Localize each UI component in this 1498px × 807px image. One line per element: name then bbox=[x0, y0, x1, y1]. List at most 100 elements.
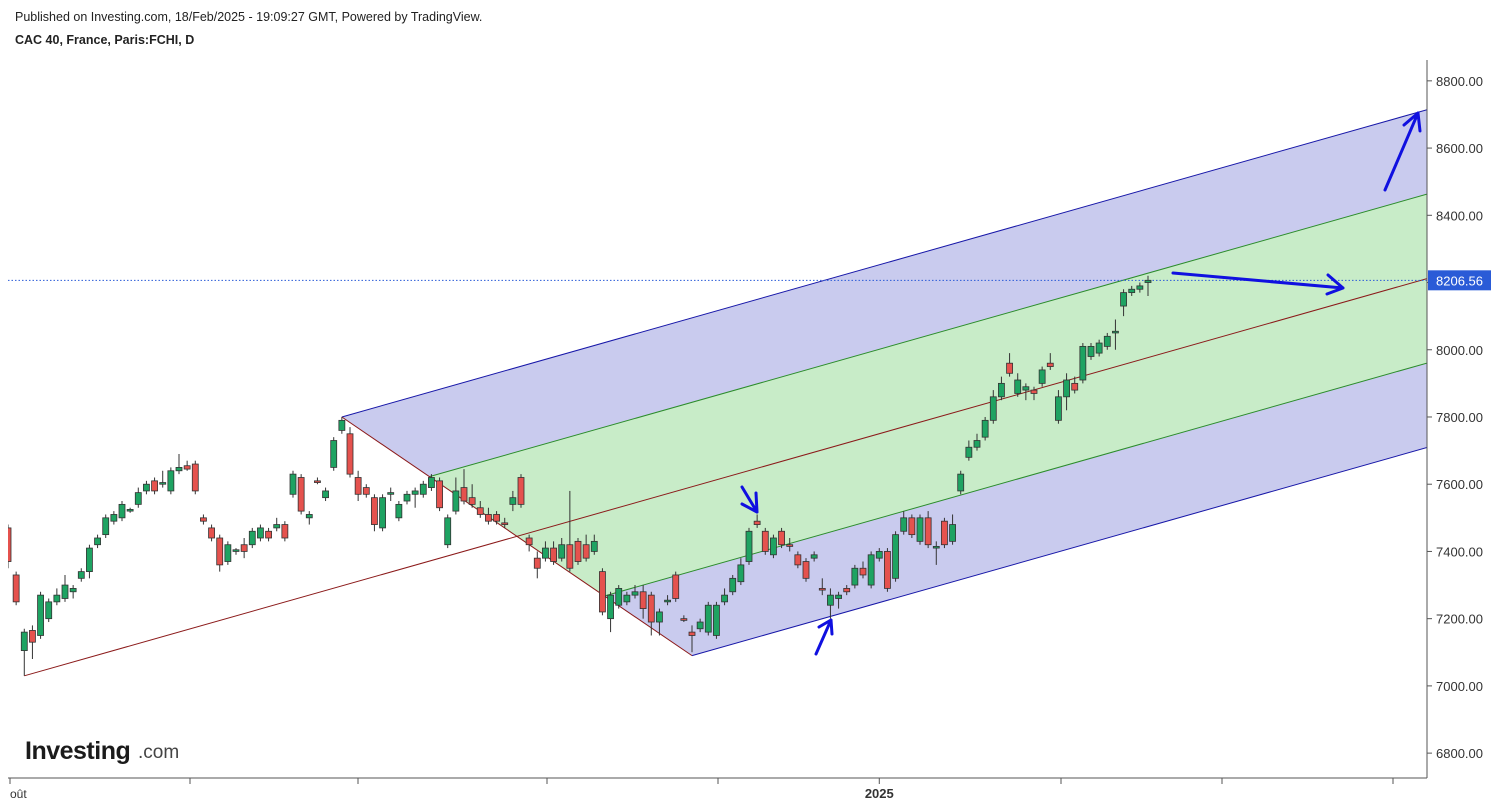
candle-body bbox=[965, 446, 973, 458]
candle-body bbox=[1087, 345, 1095, 357]
candle-body bbox=[631, 591, 639, 596]
candle-body bbox=[1030, 389, 1038, 394]
candle-body bbox=[485, 514, 492, 522]
pitchfork-median bbox=[24, 278, 1427, 677]
candle-body bbox=[721, 594, 728, 603]
pitchfork-lower-line bbox=[691, 447, 1427, 657]
candle-body bbox=[607, 594, 614, 620]
candle-body bbox=[843, 588, 851, 593]
candle-body bbox=[639, 591, 647, 609]
candle-body bbox=[973, 440, 981, 448]
candle-body bbox=[859, 567, 867, 576]
candle-body bbox=[835, 594, 842, 599]
candle-body bbox=[533, 557, 541, 569]
candle-body bbox=[517, 477, 525, 505]
candle-body bbox=[949, 524, 956, 542]
candle-body bbox=[297, 477, 305, 512]
candle-body bbox=[672, 574, 680, 599]
candle-body bbox=[957, 473, 965, 492]
y-tick-label: 7800.00 bbox=[1436, 410, 1483, 425]
candle-body bbox=[200, 517, 207, 522]
candle-body bbox=[330, 440, 338, 468]
candle-body bbox=[818, 588, 826, 591]
candle-body bbox=[8, 527, 12, 562]
candle-body bbox=[664, 599, 671, 603]
x-tick-label: oût bbox=[10, 787, 27, 801]
candle-body bbox=[232, 549, 240, 552]
candle-body bbox=[346, 433, 354, 475]
candle-body bbox=[354, 477, 362, 495]
candle-body bbox=[12, 574, 20, 603]
candle-body bbox=[379, 497, 386, 529]
candle-body bbox=[998, 382, 1005, 398]
pitchfork-base bbox=[341, 416, 693, 657]
candle-body bbox=[395, 503, 403, 519]
candle-body bbox=[704, 604, 712, 633]
symbol-title: CAC 40, France, Paris:FCHI, D bbox=[15, 33, 194, 47]
candle-body bbox=[1120, 292, 1127, 307]
candle-body bbox=[102, 517, 110, 536]
candle-body bbox=[387, 492, 395, 495]
candle-body bbox=[371, 497, 378, 525]
candle-body bbox=[745, 530, 753, 562]
candle-body bbox=[900, 517, 908, 532]
candle-body bbox=[411, 490, 419, 495]
candle-body bbox=[1103, 335, 1111, 347]
candle-body bbox=[509, 497, 517, 505]
x-tick-label: 2025 bbox=[865, 786, 894, 801]
candle-body bbox=[892, 534, 899, 579]
candle-body bbox=[501, 522, 509, 525]
candle-body bbox=[428, 477, 435, 488]
candle-body bbox=[476, 507, 484, 515]
candle-body bbox=[884, 551, 891, 589]
candle-body bbox=[118, 503, 126, 519]
candle-body bbox=[599, 571, 606, 613]
candle-body bbox=[338, 419, 346, 431]
candle-body bbox=[582, 544, 590, 559]
candle-body bbox=[1022, 386, 1030, 391]
candle-body bbox=[134, 492, 142, 505]
logo-name: Investing bbox=[25, 737, 130, 765]
y-tick-label: 7000.00 bbox=[1436, 679, 1483, 694]
candle-body bbox=[932, 545, 940, 549]
published-note: Published on Investing.com, 18/Feb/2025 … bbox=[15, 10, 482, 24]
candle-body bbox=[851, 567, 859, 586]
candle-body bbox=[69, 588, 77, 593]
candle-body bbox=[452, 490, 460, 512]
candle-body bbox=[289, 473, 297, 495]
candle-body bbox=[240, 544, 248, 552]
last-price-label: 8206.56 bbox=[1436, 273, 1483, 288]
pitchfork-inner-band bbox=[429, 194, 1427, 596]
x-minor-ticks bbox=[189, 778, 1394, 784]
candle-body bbox=[867, 554, 875, 586]
candle-body bbox=[558, 544, 566, 559]
candle-body bbox=[493, 514, 500, 522]
candle-body bbox=[1136, 285, 1144, 290]
candle-body bbox=[468, 497, 476, 505]
candle-body bbox=[37, 594, 44, 636]
candle-body bbox=[248, 530, 256, 546]
candle-body bbox=[143, 483, 150, 492]
candle-body bbox=[786, 544, 794, 547]
candle-body bbox=[623, 594, 631, 603]
candle-body bbox=[362, 487, 370, 495]
pitchfork-inner-lower bbox=[604, 362, 1427, 597]
candle-body bbox=[20, 631, 28, 652]
y-tick-label: 8600.00 bbox=[1436, 141, 1483, 156]
candle-body bbox=[802, 561, 810, 579]
candle-body bbox=[542, 547, 549, 559]
candle-body bbox=[566, 544, 574, 569]
y-tick-label: 7600.00 bbox=[1436, 477, 1483, 492]
candle-body bbox=[29, 630, 36, 643]
candle-body bbox=[208, 527, 215, 539]
candle-body bbox=[265, 530, 272, 539]
annotation-arrows bbox=[740, 111, 1422, 656]
y-tick-label: 8400.00 bbox=[1436, 208, 1483, 223]
candle-body bbox=[924, 517, 932, 546]
y-tick-label: 8000.00 bbox=[1436, 343, 1483, 358]
candle-body bbox=[224, 544, 232, 562]
candle-body bbox=[989, 396, 997, 421]
candle-body bbox=[696, 621, 704, 630]
candle-body bbox=[1006, 362, 1013, 374]
